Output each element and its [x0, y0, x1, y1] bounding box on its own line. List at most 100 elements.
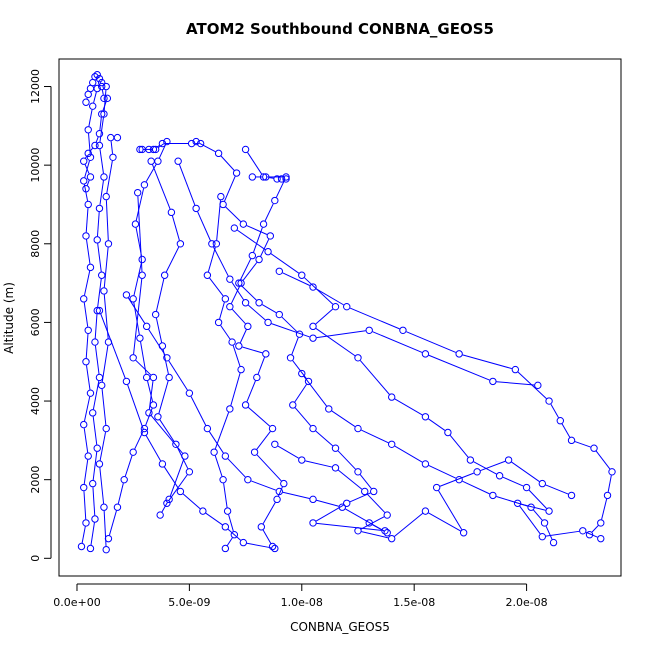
series-17-point	[145, 145, 153, 154]
series-14-segment	[439, 472, 474, 487]
series-2-segment	[94, 345, 100, 374]
series-7-point	[235, 342, 243, 350]
series-3-point	[102, 424, 110, 433]
series-15-point	[221, 452, 230, 460]
series-3-segment	[101, 388, 107, 426]
series-19-point	[95, 130, 104, 138]
series-1-segment	[83, 428, 89, 453]
series-12-point	[309, 283, 317, 291]
series-5-point	[147, 157, 155, 165]
series-14-segment	[337, 469, 363, 490]
series-2-segment	[97, 278, 102, 308]
series-7-point	[241, 401, 250, 409]
series-7-point	[257, 523, 266, 531]
series-13-point	[421, 460, 430, 468]
series-9-segment	[207, 247, 216, 272]
series-11-segment	[428, 418, 446, 431]
series-14-segment	[366, 493, 386, 513]
series-16-point	[176, 487, 185, 496]
series-10-point	[365, 326, 373, 334]
series-18-point	[248, 173, 257, 181]
series-5-segment	[165, 246, 180, 273]
series-13-segment	[428, 465, 457, 479]
series-16-segment	[100, 313, 126, 379]
series-12-segment	[282, 272, 310, 286]
series-8-point	[343, 499, 351, 507]
series-10-segment	[247, 304, 266, 321]
series-15-point	[309, 495, 317, 504]
series-8-point	[271, 196, 279, 205]
series-1-point	[82, 519, 90, 527]
series-15-point	[122, 291, 131, 299]
series-19-point	[98, 82, 106, 91]
series-4-point	[136, 334, 144, 342]
series-13-segment	[462, 480, 490, 495]
series-16-point	[140, 428, 149, 437]
series-1-point	[82, 358, 90, 366]
series-6-segment	[161, 502, 168, 513]
series-11-point	[538, 532, 547, 541]
series-12-segment	[315, 288, 344, 306]
series-11-point	[230, 224, 239, 232]
series-14-point	[271, 440, 279, 448]
series-19-segment	[95, 136, 99, 143]
series-11-segment	[545, 530, 580, 537]
series-9-segment	[216, 200, 222, 241]
series-7-segment	[262, 529, 272, 544]
series-9-segment	[226, 537, 233, 546]
series-7-point	[273, 495, 281, 504]
series-9-point	[210, 448, 218, 456]
series-19-point	[84, 149, 92, 158]
series-3-segment	[106, 160, 113, 194]
series-14-point	[331, 464, 340, 472]
series-18-point	[273, 175, 281, 183]
series-19-point	[93, 71, 101, 79]
series-14-segment	[511, 461, 540, 482]
series-12-point	[590, 444, 598, 452]
series-7-segment	[242, 262, 258, 281]
series-1-segment	[83, 491, 87, 520]
series-15-point	[185, 389, 194, 397]
series-13-segment	[303, 376, 327, 407]
series-8-segment	[241, 285, 257, 301]
series-3-point	[98, 381, 106, 390]
series-12-point	[545, 397, 553, 405]
series-5-point	[167, 208, 176, 217]
x-tick-label: 5.0e-09	[168, 596, 210, 609]
y-axis: 0 2000 4000 6000 8000 10000 12000	[29, 69, 52, 562]
series-7-point	[244, 322, 252, 331]
series-18-point	[277, 175, 286, 183]
series-9-point	[221, 295, 230, 303]
series-19-point	[91, 141, 99, 150]
series-2-segment	[92, 451, 98, 481]
series-16-point	[221, 523, 230, 531]
series-8-point	[275, 310, 283, 319]
series-12-segment	[574, 441, 591, 448]
series-13-point	[527, 503, 535, 511]
series-15-segment	[208, 431, 224, 454]
series-14-segment	[545, 484, 569, 495]
series-9-point	[228, 338, 236, 346]
series-4-point	[163, 137, 171, 146]
series-1-point	[89, 102, 97, 110]
series-7-segment	[260, 238, 270, 257]
series-10-segment	[231, 281, 245, 301]
series-1-point	[77, 542, 86, 551]
y-tick-label: 0	[29, 555, 42, 562]
series-8-point	[259, 173, 268, 181]
series-6-segment	[135, 359, 152, 376]
series-11-point	[579, 527, 587, 535]
series-4-segment	[140, 341, 147, 374]
series-15-segment	[282, 491, 310, 500]
series-18-point	[282, 175, 290, 183]
series-12-segment	[406, 331, 457, 353]
series-10-point	[421, 350, 430, 358]
series-8-point	[309, 424, 317, 433]
series-8-point	[235, 279, 243, 287]
series-16-segment	[145, 435, 162, 462]
series-3-segment	[101, 345, 109, 382]
series-13-point	[455, 475, 463, 484]
series-1-point	[84, 200, 92, 209]
series-1-segment	[85, 333, 89, 359]
series-7-point	[280, 479, 288, 488]
